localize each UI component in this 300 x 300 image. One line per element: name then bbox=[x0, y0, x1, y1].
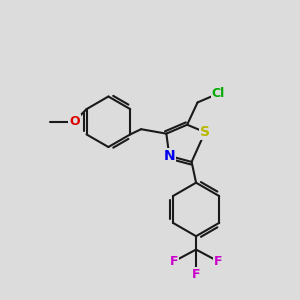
Text: F: F bbox=[169, 255, 178, 268]
Text: O: O bbox=[69, 115, 80, 128]
Text: F: F bbox=[192, 268, 200, 281]
Text: S: S bbox=[200, 125, 210, 139]
Text: N: N bbox=[164, 149, 175, 163]
Text: Cl: Cl bbox=[212, 87, 225, 100]
Text: F: F bbox=[214, 255, 223, 268]
